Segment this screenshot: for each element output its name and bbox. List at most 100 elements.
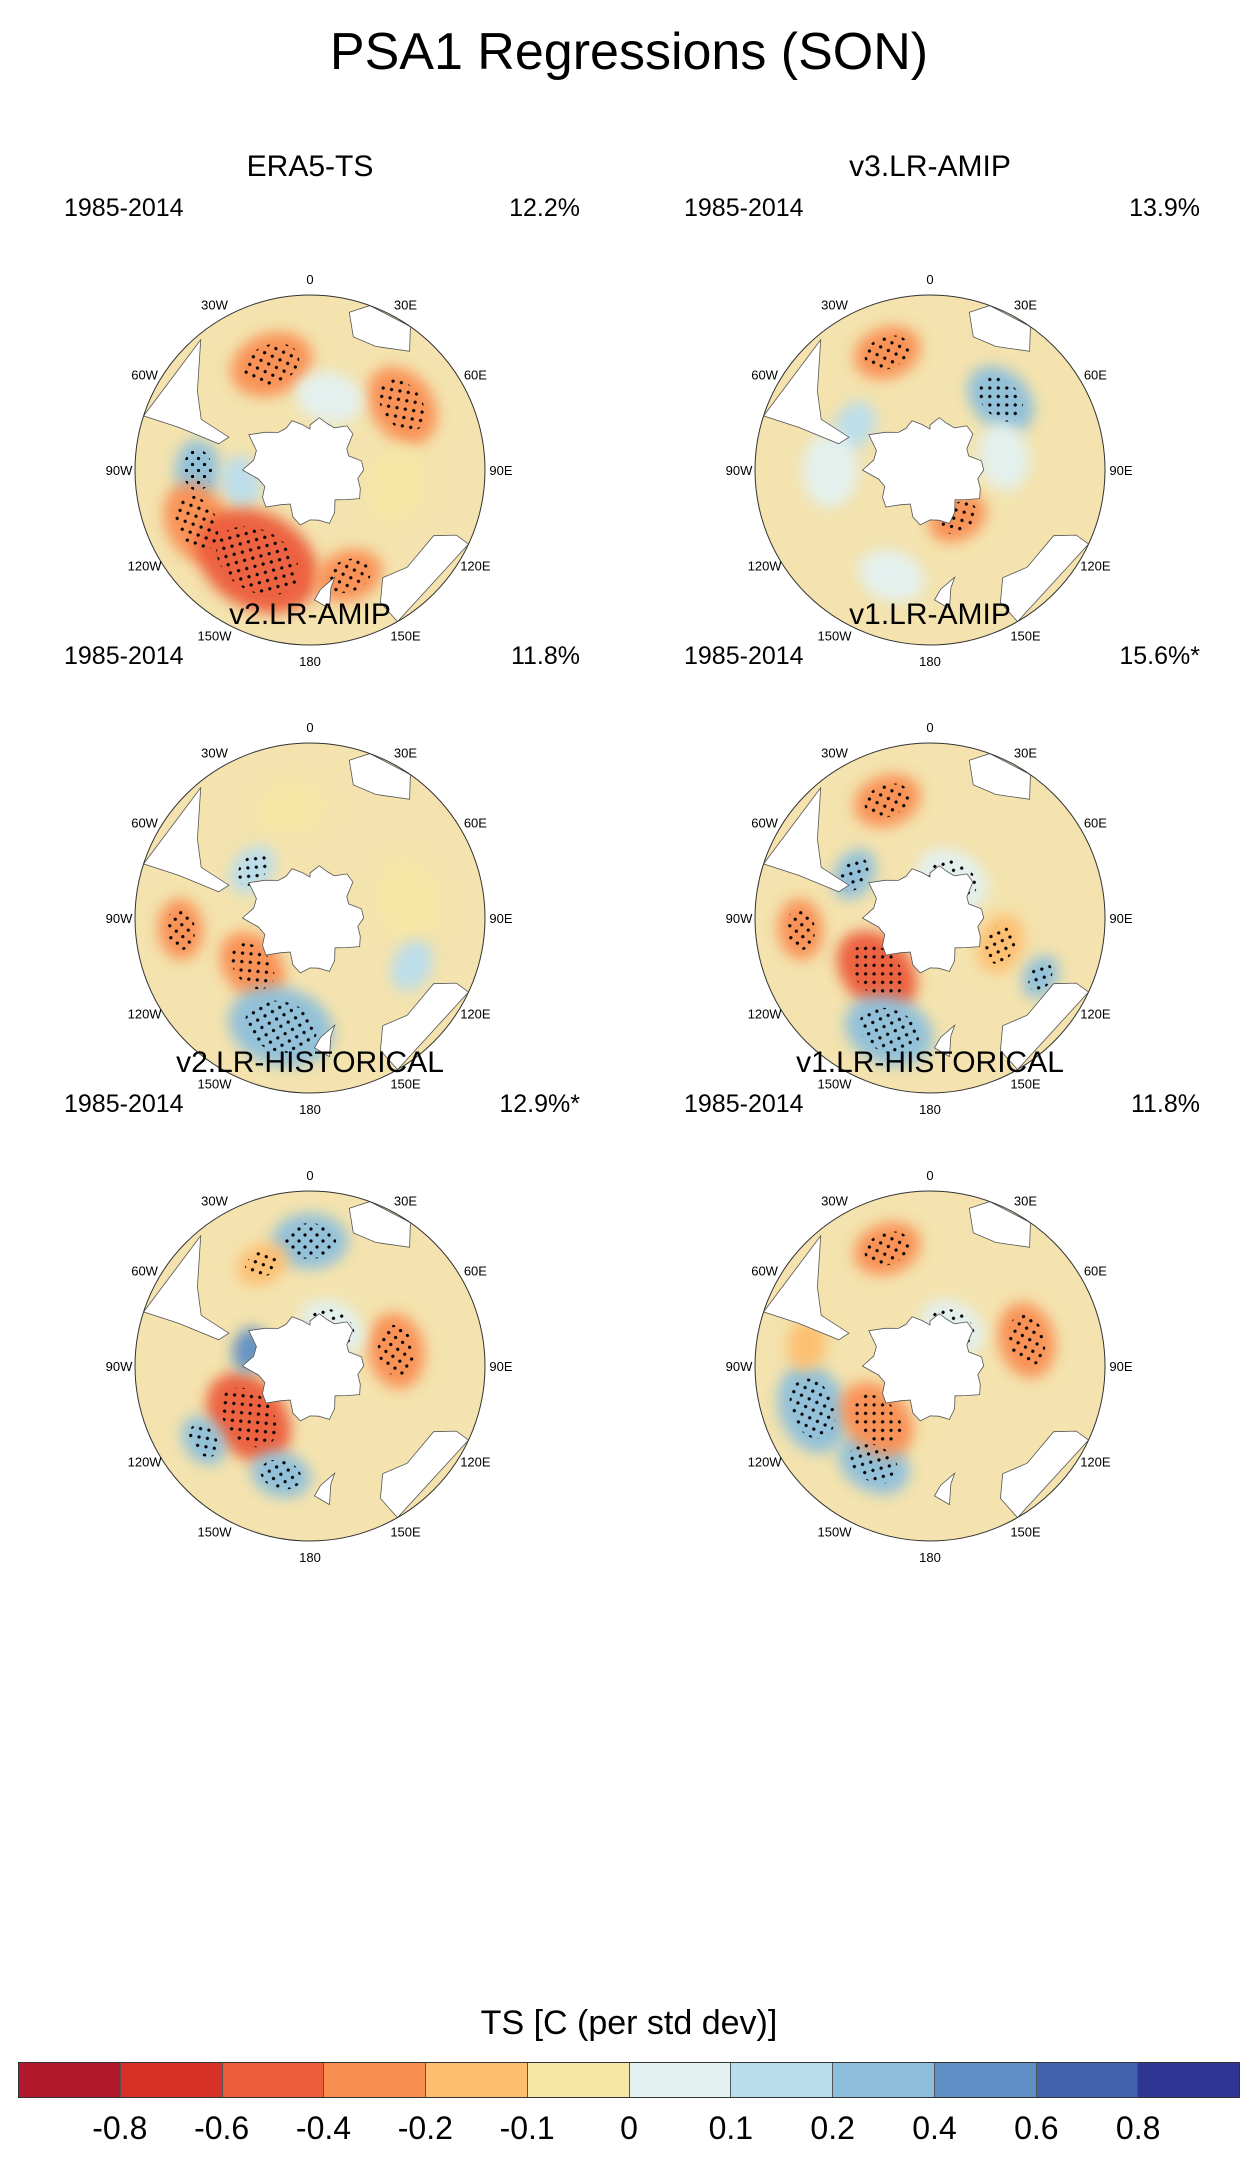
longitude-label: 90W [106,463,133,478]
longitude-label: 30W [201,746,228,761]
anomaly-region [256,781,325,833]
longitude-label: 90E [1109,463,1132,478]
longitude-label: 30W [821,746,848,761]
longitude-label: 180 [919,654,941,669]
longitude-label: 150E [390,1076,421,1091]
map-panel: 0 30E 60E 90E 120E 150E 180 150W 120W 90W 60W 30W v2… [20,1046,600,1646]
significance-stippling [985,923,1016,964]
significance-stippling [852,1394,902,1444]
significance-stippling [325,558,372,593]
longitude-label: 60W [751,368,778,383]
land-mass [142,786,230,893]
anomaly-region [377,859,440,943]
colorbar-tick-label: -0.4 [295,2110,352,2146]
map-boundary [134,294,486,646]
longitude-label: 60E [1084,1264,1107,1279]
longitude-label: 120W [748,559,783,574]
map-boundary [754,1190,1106,1542]
map-boundary [134,742,486,1094]
longitude-label: 120E [1080,559,1111,574]
longitude-label: 180 [299,654,321,669]
longitude-label: 90E [489,463,512,478]
colorbar-tick-label: 0.8 [1115,2110,1161,2146]
colorbar-swatch [426,2063,528,2097]
significance-stippling [1028,962,1053,992]
longitude-label: 90W [726,463,753,478]
longitude-label: 0 [926,720,933,735]
longitude-label: 30E [1014,746,1037,761]
significance-stippling [789,1378,836,1439]
significance-stippling [166,908,195,951]
longitude-label: 120E [1080,1455,1111,1470]
longitude-label: 90E [489,1359,512,1374]
land-mass [313,575,336,610]
longitude-label: 60E [464,816,487,831]
period-label: 1985-2014 [64,642,184,670]
colorbar-swatch [1036,2063,1139,2097]
anomaly-region [295,371,364,424]
panel-title: v3.LR-AMIP [849,150,1011,183]
land-mass [999,982,1090,1071]
longitude-label: 180 [299,1102,321,1117]
longitude-label: 90W [106,911,133,926]
longitude-label: 90E [1109,1359,1132,1374]
significance-stippling [978,376,1024,422]
map-panel: 0 30E 60E 90E 120E 150E 180 150W 120W 90W 60W 30W v1… [640,598,1220,1198]
land-mass [933,575,956,610]
land-mass [379,982,470,1071]
longitude-label: 30E [394,746,417,761]
colorbar-swatch [833,2063,935,2097]
land-mass [762,1234,850,1341]
longitude-label: 0 [306,720,313,735]
colorbar-swatch [324,2063,426,2097]
longitude-label: 30W [821,1194,848,1209]
longitude-label: 60E [1084,368,1107,383]
land-mass [999,1430,1090,1519]
longitude-label: 150W [198,1076,233,1091]
colorbar-swatch [629,2063,732,2097]
significance-stippling [858,1007,920,1054]
antarctica [241,417,365,526]
colorbar-swatch [222,2063,325,2097]
land-mass [313,1471,336,1506]
panel-title: v2.LR-AMIP [229,598,391,631]
land-mass [379,534,470,623]
longitude-label: 150E [390,1524,421,1539]
colorbar-title: TS [C (per std dev)] [480,2004,778,2042]
longitude-label: 60W [751,816,778,831]
significance-stippling [864,335,910,370]
variance-label: 11.8% [1130,1090,1200,1118]
map-boundary [134,1190,486,1542]
anomaly-region [390,940,433,992]
period-label: 1985-2014 [684,1090,804,1118]
longitude-label: 180 [919,1102,941,1117]
longitude-label: 60W [131,368,158,383]
longitude-label: 90W [726,1359,753,1374]
significance-stippling [379,379,426,432]
significance-stippling [864,783,910,818]
significance-stippling [243,343,300,386]
longitude-label: 90E [1109,911,1132,926]
period-label: 1985-2014 [684,642,804,670]
colorbar-tick-label: 0.1 [708,2110,754,2146]
longitude-label: 60W [131,816,158,831]
longitude-label: 120W [748,1455,783,1470]
significance-stippling [260,1459,302,1490]
significance-stippling [377,1325,415,1377]
map-panel: 0 30E 60E 90E 120E 150E 180 150W 120W 90W 60W 30W v1… [640,1046,1220,1646]
land-mass [142,338,230,445]
significance-stippling [188,1423,219,1458]
colorbar-swatch [731,2063,833,2097]
longitude-label: 150E [390,628,421,643]
panel-title: v2.LR-HISTORICAL [176,1046,444,1079]
longitude-label: 60E [464,368,487,383]
longitude-label: 120W [128,1455,163,1470]
longitude-label: 120E [460,1007,491,1022]
panel-title: ERA5-TS [246,150,374,183]
map-boundary [754,294,1106,646]
antarctica [861,417,985,526]
significance-stippling [175,495,219,551]
longitude-label: 0 [926,272,933,287]
longitude-label: 60W [131,1264,158,1279]
significance-stippling [237,853,268,886]
